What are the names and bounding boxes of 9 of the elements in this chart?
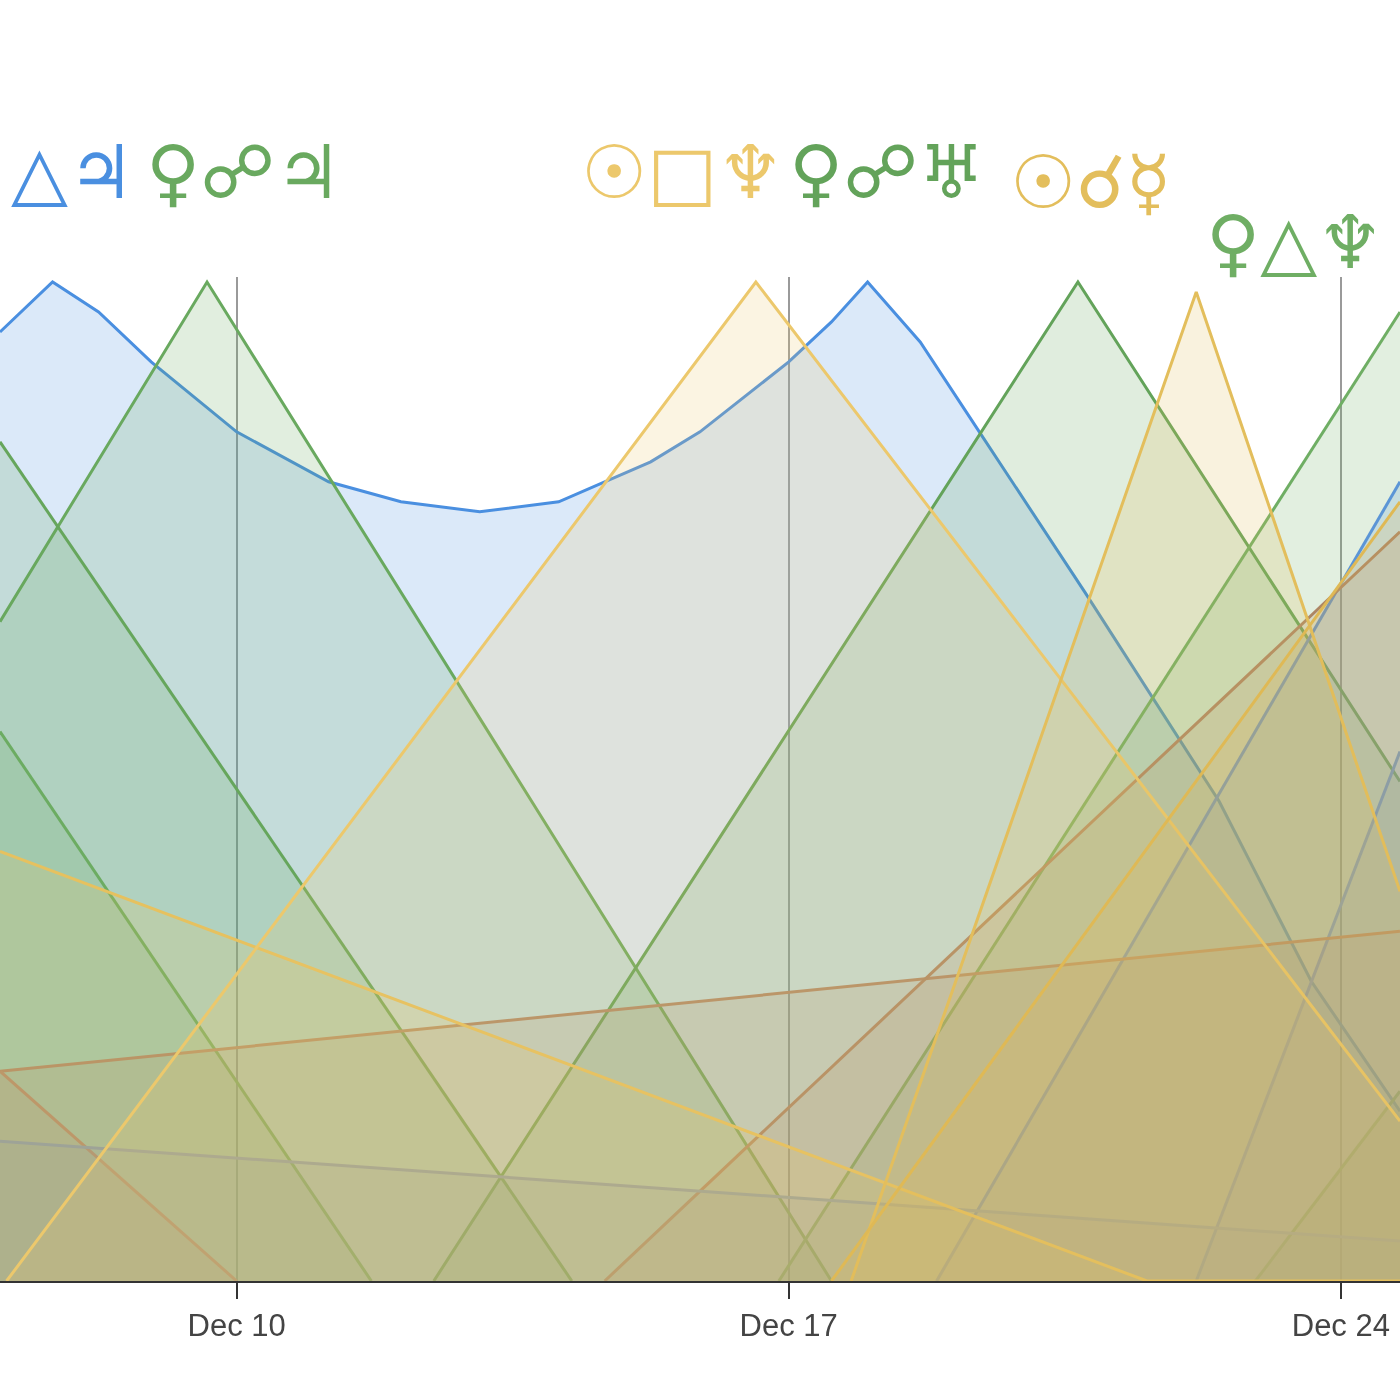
x-tick-label: Dec 24 xyxy=(1291,1308,1390,1344)
annotation: ☉☌☿ xyxy=(1010,139,1172,225)
annotation: ♀△♆ xyxy=(1206,199,1384,285)
x-tick-label: Dec 17 xyxy=(739,1308,838,1344)
annotation: ♀☍♃ xyxy=(146,129,342,215)
annotation: △♃ xyxy=(11,129,135,215)
x-tick-label: Dec 10 xyxy=(187,1308,286,1344)
annotation: ☉□♆ xyxy=(581,129,784,215)
annotation: ♀☍♅ xyxy=(789,129,985,215)
